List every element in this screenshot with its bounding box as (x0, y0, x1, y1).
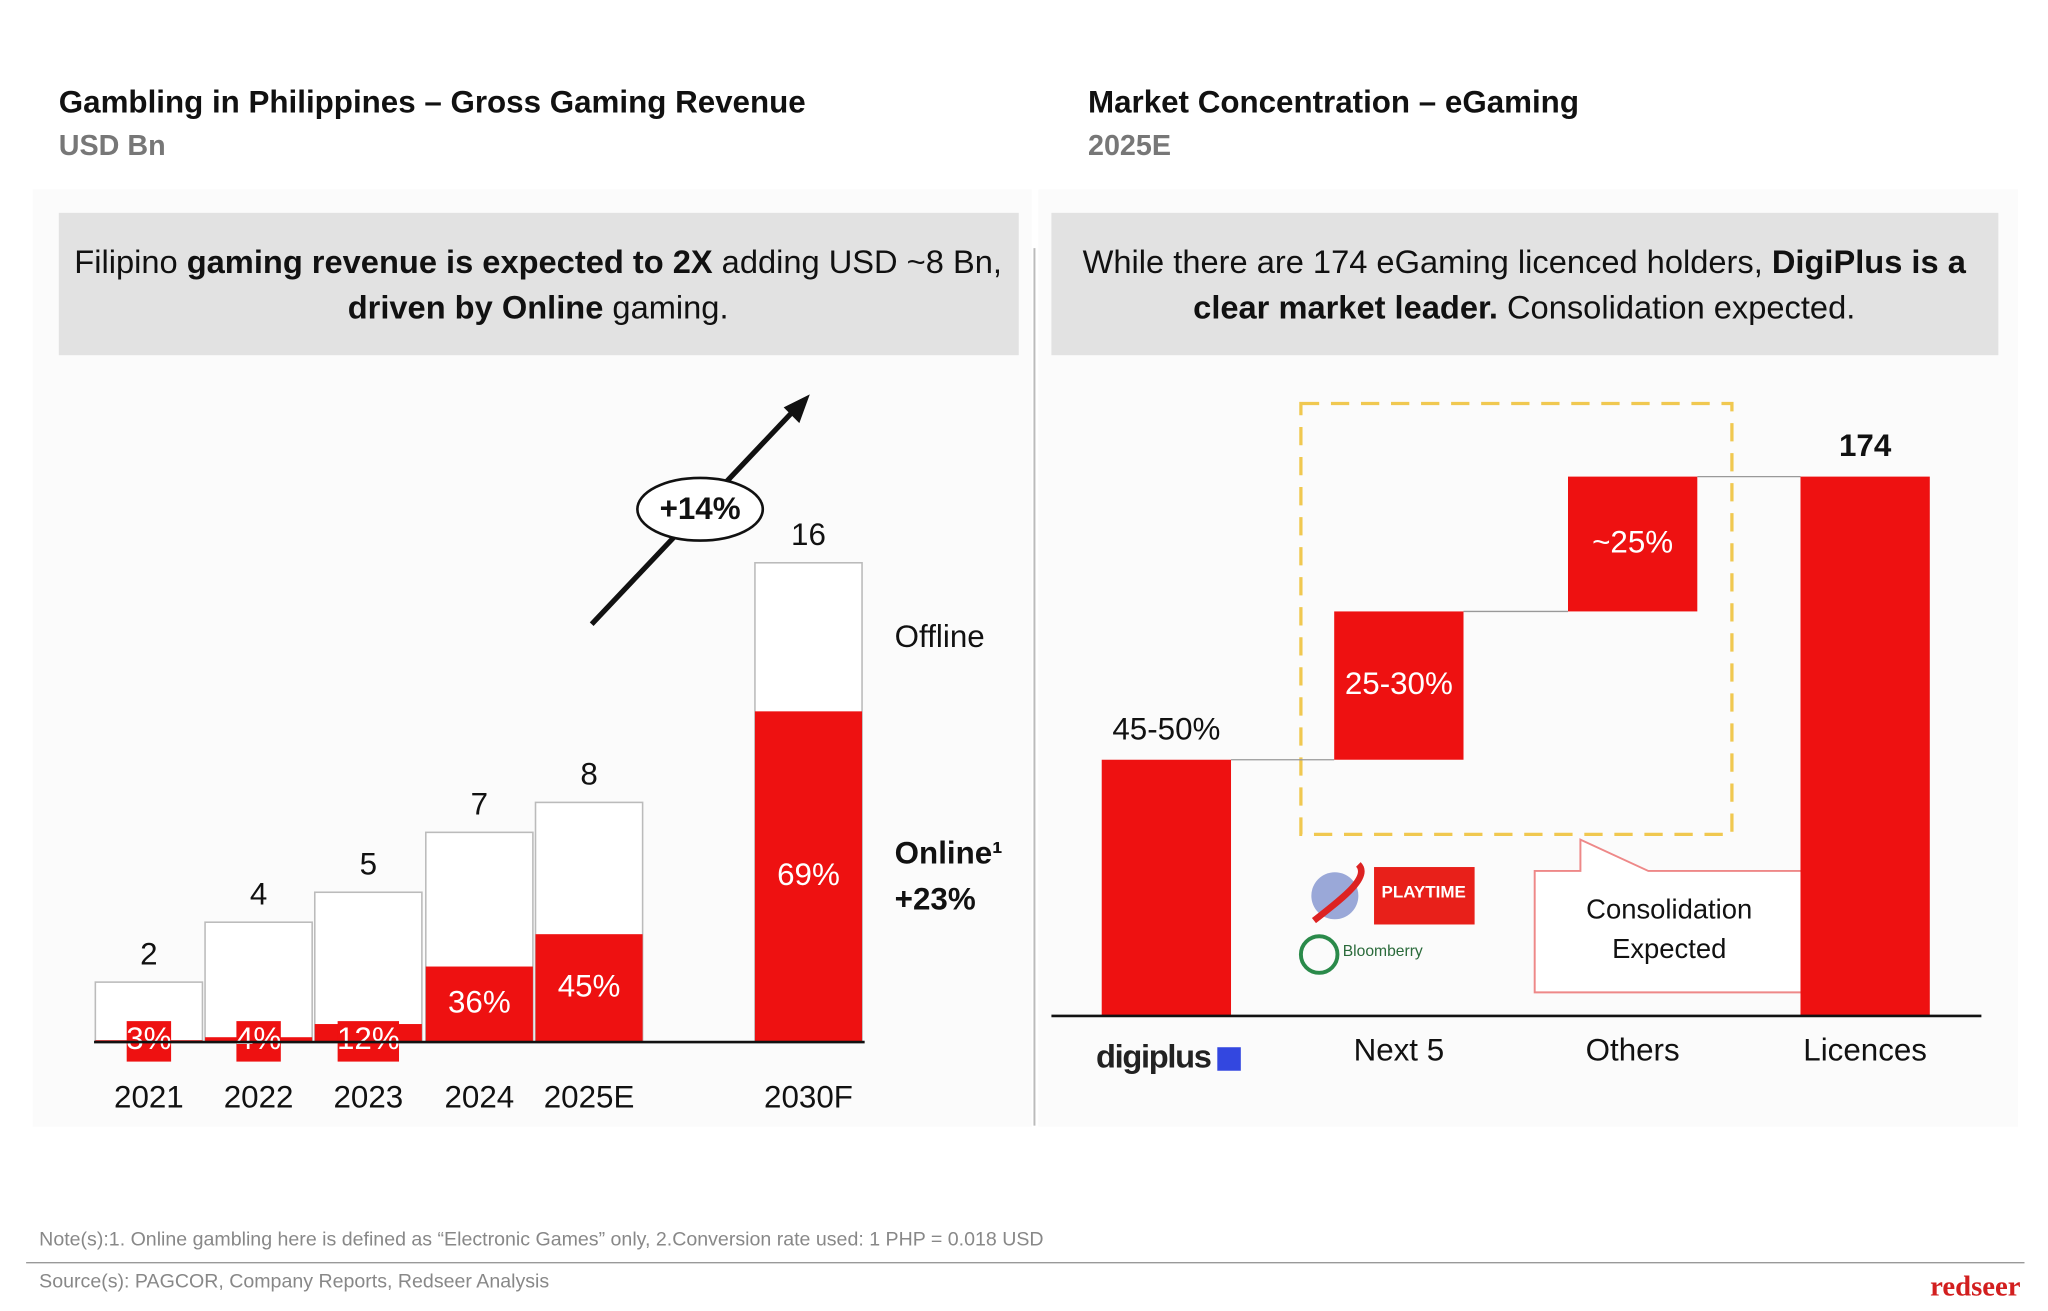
brand-category-label: digiplus (1096, 1038, 1211, 1075)
brand-logo: redseer (1930, 1270, 2021, 1302)
bloomberry-text: Bloomberry (1343, 943, 1423, 960)
x-tick-label: Others (1586, 1033, 1680, 1068)
note: Note(s):1. Online gambling here is defin… (39, 1229, 1043, 1251)
online-share-label: 12% (337, 1021, 400, 1056)
headline-segment: gaming revenue is expected to 2X (187, 242, 713, 279)
value-label: 25-30% (1345, 666, 1453, 701)
left-title: Gambling in Philippines – Gross Gaming R… (59, 85, 806, 120)
online-share-label: 36% (448, 985, 511, 1020)
source: Source(s): PAGCOR, Company Reports, Reds… (39, 1270, 549, 1292)
callout-line: Expected (1612, 933, 1726, 964)
online-share-label: 45% (558, 968, 621, 1003)
total-label: 4 (250, 876, 267, 911)
callout-line: Consolidation (1586, 894, 1752, 925)
online-cagr: +23% (895, 881, 976, 916)
left-headline-box (58, 212, 1019, 356)
x-tick-label: 2025E (544, 1080, 635, 1115)
online-share-label: 69% (777, 857, 840, 892)
online-bar (535, 934, 643, 1043)
total-label: 2 (140, 936, 157, 971)
x-tick-label: Licences (1803, 1033, 1927, 1068)
headline-segment: While there are 174 eGaming licenced hol… (1083, 242, 1772, 279)
x-tick-label: 2030F (764, 1080, 853, 1115)
total-label: 174 (1839, 428, 1892, 463)
left-subtitle: USD Bn (59, 130, 166, 162)
x-tick-label: 2021 (114, 1080, 184, 1115)
waterfall-bar (1568, 476, 1698, 612)
legend-label: Online¹ (895, 836, 1003, 871)
playtime-logo (1374, 867, 1475, 925)
value-label: 45-50% (1112, 711, 1220, 746)
offline-bar (313, 891, 423, 1043)
headline-segment: DigiPlus is a (1772, 242, 1967, 279)
x-tick-label: Next 5 (1354, 1033, 1445, 1068)
callout-box (1533, 838, 1804, 994)
total-label: 16 (791, 517, 826, 552)
cagr-label: +14% (660, 491, 741, 526)
value-label: ~25% (1592, 524, 1673, 559)
legend-label: Offline (895, 619, 985, 654)
x-tick-label: 2023 (333, 1080, 403, 1115)
right-subtitle: 2025E (1088, 130, 1171, 162)
headline-line: clear market leader. Consolidation expec… (1193, 288, 1855, 325)
right-headline-box (1051, 212, 1999, 356)
waterfall-bar (1101, 759, 1232, 1016)
logo-sphere (1311, 872, 1359, 920)
x-tick-label: 2022 (224, 1080, 294, 1115)
online-bar (754, 711, 863, 1043)
total-label: 8 (580, 757, 597, 792)
headline-line: While there are 174 eGaming licenced hol… (1083, 242, 1967, 279)
headline-segment: Filipino (74, 242, 186, 279)
logo-swoosh (1311, 862, 1365, 924)
total-bar (1800, 476, 1930, 1016)
total-label: 5 (360, 846, 377, 881)
headline-segment: clear market leader. (1193, 288, 1498, 325)
online-share-label: 4% (236, 1021, 281, 1056)
online-share-label: 3% (126, 1021, 171, 1056)
waterfall-bar (1334, 611, 1464, 760)
headline-segment: adding USD ~8 Bn, (713, 242, 1002, 279)
consolidation-box (1299, 401, 1734, 837)
headline-segment: Consolidation expected. (1498, 288, 1855, 325)
bloomberry-mark (1298, 934, 1340, 975)
headline-line: Filipino gaming revenue is expected to 2… (74, 242, 1002, 279)
arrow-head (783, 394, 810, 424)
headline-line: driven by Online gaming. (348, 288, 729, 325)
online-bar (425, 966, 533, 1043)
total-label: 7 (471, 787, 488, 822)
x-tick-label: 2024 (444, 1080, 514, 1115)
playtime-text: PLAYTIME (1382, 883, 1466, 902)
brand-icon (1217, 1047, 1241, 1071)
cagr-ellipse (636, 476, 765, 542)
right-title: Market Concentration – eGaming (1088, 85, 1579, 120)
headline-segment: driven by Online (348, 288, 604, 325)
headline-segment: gaming. (603, 288, 728, 325)
